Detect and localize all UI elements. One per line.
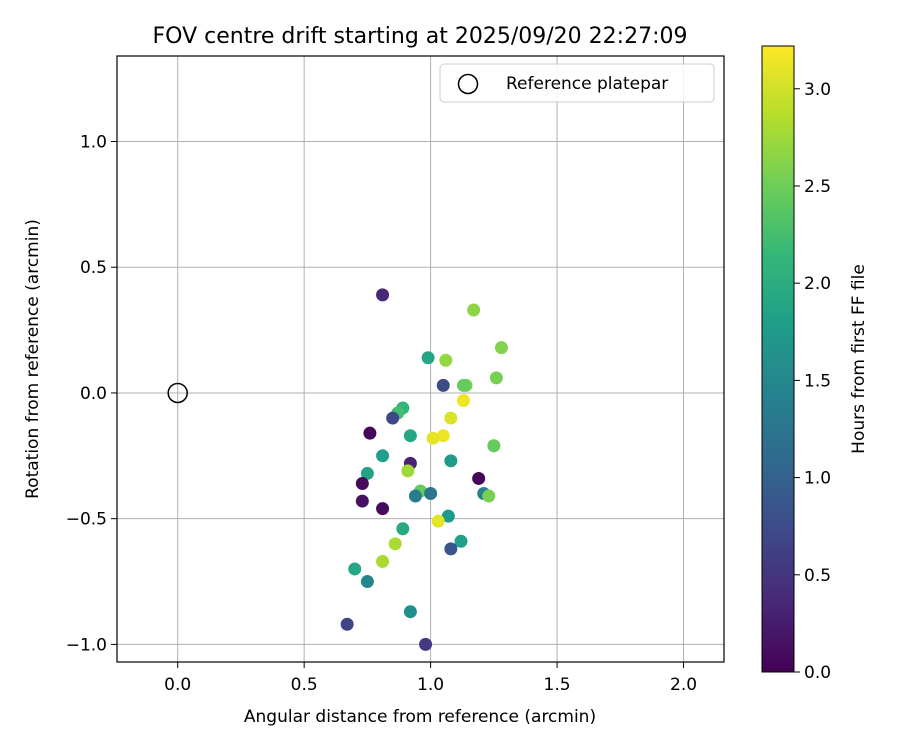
x-axis-label: Angular distance from reference (arcmin): [244, 707, 596, 727]
data-point: [376, 502, 390, 516]
chart-title: FOV centre drift starting at 2025/09/20 …: [153, 24, 688, 49]
colorbar-label: Hours from first FF file: [849, 264, 869, 454]
data-point: [494, 341, 508, 355]
data-point: [340, 617, 354, 631]
data-point: [431, 514, 445, 528]
colorbar-tick-label: 1.5: [804, 371, 831, 391]
colorbar-gradient: [761, 45, 795, 673]
data-point: [482, 489, 496, 503]
legend-label-reference-platepar: Reference platepar: [506, 74, 668, 94]
data-point: [348, 562, 362, 576]
data-point: [355, 494, 369, 508]
y-tick-label: 0.0: [80, 384, 107, 404]
data-point: [386, 411, 400, 425]
reference-marker-layer: [167, 382, 188, 404]
colorbar: 0.0 0.5 1.0 1.5 2.0 2.5 3.0 Hours from first F…: [761, 45, 869, 683]
x-tick-label: 2.0: [670, 675, 697, 695]
legend-box: [439, 63, 715, 103]
data-point: [403, 429, 417, 443]
data-point: [472, 471, 486, 485]
data-point: [489, 371, 503, 385]
data-point: [436, 378, 450, 392]
colorbar-ticks: 0.0 0.5 1.0 1.5 2.0 2.5 3.0: [794, 80, 831, 683]
data-point: [436, 429, 450, 443]
y-axis-label: Rotation from reference (arcmin): [23, 219, 43, 499]
y-tick-label: −0.5: [66, 510, 107, 530]
legend: Reference platepar: [439, 63, 715, 103]
data-point: [403, 605, 417, 619]
data-point: [456, 393, 470, 407]
data-points: [340, 288, 508, 651]
x-tick-label: 1.5: [544, 675, 571, 695]
data-point: [441, 509, 455, 523]
data-point: [419, 637, 433, 651]
x-axis-ticks: 0.0 0.5 1.0 1.5 2.0: [164, 662, 697, 695]
data-point: [376, 288, 390, 302]
data-point: [360, 575, 374, 589]
data-point: [376, 554, 390, 568]
colorbar-tick-label: 2.0: [804, 274, 831, 294]
data-point: [388, 537, 402, 551]
data-point: [467, 303, 481, 317]
x-tick-label: 0.5: [291, 675, 318, 695]
colorbar-tick-label: 0.5: [804, 566, 831, 586]
x-tick-label: 0.0: [164, 675, 191, 695]
legend-reference-marker: [457, 73, 479, 95]
data-point: [454, 534, 468, 548]
data-point: [456, 378, 470, 392]
data-point: [444, 542, 458, 556]
data-point: [408, 489, 422, 503]
data-point: [363, 426, 377, 440]
colorbar-tick-label: 0.0: [804, 663, 831, 683]
data-point: [426, 431, 440, 445]
data-point: [487, 439, 501, 453]
colorbar-tick-label: 2.5: [804, 177, 831, 197]
y-tick-label: −1.0: [66, 635, 107, 655]
grid-lines: [117, 56, 724, 662]
x-tick-label: 1.0: [417, 675, 444, 695]
colorbar-tick-label: 1.0: [804, 469, 831, 489]
plot-frame: [116, 55, 725, 663]
data-point: [444, 411, 458, 425]
y-axis-ticks: −1.0 −0.5 0.0 0.5 1.0: [66, 132, 117, 655]
data-point: [376, 449, 390, 463]
y-tick-label: 0.5: [80, 258, 107, 278]
reference-platepar-marker: [167, 382, 188, 404]
data-point: [355, 476, 369, 490]
y-tick-label: 1.0: [80, 132, 107, 152]
colorbar-tick-label: 3.0: [804, 80, 831, 100]
data-point: [439, 353, 453, 367]
data-point: [396, 522, 410, 536]
data-point: [444, 454, 458, 468]
data-point: [401, 464, 415, 478]
data-point: [424, 487, 438, 501]
data-point: [421, 351, 435, 365]
data-point: [360, 466, 374, 480]
